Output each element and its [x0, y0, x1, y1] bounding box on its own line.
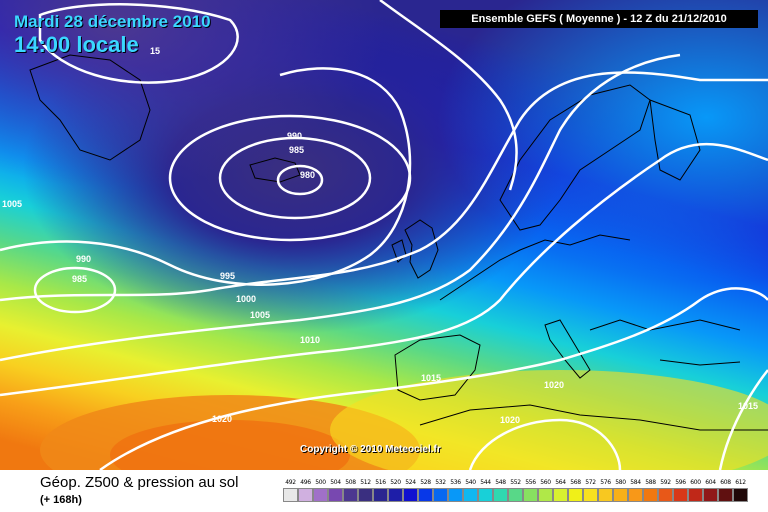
weather-map: 990 985 980 1005 990 985 995 1000 1005 1…	[0, 0, 768, 470]
isobars	[0, 0, 768, 470]
scale-label: 544	[480, 479, 491, 486]
isobar-1005: 1005	[250, 310, 270, 320]
scale-label: 592	[660, 479, 671, 486]
scale-label: 520	[390, 479, 401, 486]
scale-label: 552	[510, 479, 521, 486]
scale-label: 576	[600, 479, 611, 486]
scale-swatch	[313, 488, 328, 502]
scale-swatch	[283, 488, 298, 502]
isobar-985-west: 985	[72, 274, 87, 284]
scale-label: 532	[435, 479, 446, 486]
forecast-range: (+ 168h)	[40, 494, 82, 506]
scale-swatch	[733, 488, 748, 502]
scale-swatch	[298, 488, 313, 502]
scale-label: 540	[465, 479, 476, 486]
scale-label: 496	[300, 479, 311, 486]
scale-label: 524	[405, 479, 416, 486]
scale-swatch	[583, 488, 598, 502]
scale-label: 516	[375, 479, 386, 486]
map-title: Géop. Z500 & pression au sol	[40, 474, 239, 491]
scale-swatch	[508, 488, 523, 502]
scale-label: 608	[720, 479, 731, 486]
scale-label: 492	[285, 479, 296, 486]
scale-label: 600	[690, 479, 701, 486]
scale-swatch	[643, 488, 658, 502]
scale-label: 548	[495, 479, 506, 486]
isobar-1015-east: 1015	[738, 401, 758, 411]
scale-label: 588	[645, 479, 656, 486]
scale-label: 560	[540, 479, 551, 486]
scale-label: 536	[450, 479, 461, 486]
isobar-985-north: 985	[289, 145, 304, 155]
isobar-990-north: 990	[287, 131, 302, 141]
geopotential-field: 990 985 980 1005 990 985 995 1000 1005 1…	[0, 0, 768, 470]
forecast-date: Mardi 28 décembre 2010	[14, 12, 211, 31]
model-run-label: Ensemble GEFS ( Moyenne ) - 12 Z du 21/1…	[440, 10, 758, 28]
isobar-990-west: 990	[76, 254, 91, 264]
scale-label: 564	[555, 479, 566, 486]
scale-label: 568	[570, 479, 581, 486]
isobar-1020-africa: 1020	[500, 415, 520, 425]
scale-swatch	[343, 488, 358, 502]
scale-label: 572	[585, 479, 596, 486]
scale-swatch	[598, 488, 613, 502]
isobar-1010: 1010	[300, 335, 320, 345]
scale-swatch	[718, 488, 733, 502]
scale-swatch	[433, 488, 448, 502]
isobar-995: 995	[220, 271, 235, 281]
scale-swatch	[538, 488, 553, 502]
scale-label: 512	[360, 479, 371, 486]
isobar-1000: 1000	[236, 294, 256, 304]
scale-swatch	[388, 488, 403, 502]
scale-swatch	[658, 488, 673, 502]
isobar-980: 980	[300, 170, 315, 180]
scale-swatch	[463, 488, 478, 502]
scale-label: 504	[330, 479, 341, 486]
copyright-notice: Copyright © 2010 Meteociel.fr	[300, 444, 441, 455]
scale-label: 612	[735, 479, 746, 486]
scale-swatch	[358, 488, 373, 502]
scale-swatch	[553, 488, 568, 502]
scale-swatch	[403, 488, 418, 502]
isobar-labels: 990 985 980 1005 990 985 995 1000 1005 1…	[2, 46, 758, 425]
scale-label: 500	[315, 479, 326, 486]
scale-swatch	[673, 488, 688, 502]
scale-label: 596	[675, 479, 686, 486]
isobar-1020-atlantic: 1020	[212, 414, 232, 424]
coastlines	[29, 54, 768, 431]
scale-label: 556	[525, 479, 536, 486]
scale-swatch	[328, 488, 343, 502]
scale-swatch	[478, 488, 493, 502]
isobar-1020-spain: 1020	[544, 380, 564, 390]
scale-swatch	[628, 488, 643, 502]
legend-footer: Géop. Z500 & pression au sol (+ 168h) 49…	[0, 470, 768, 512]
isobar-1005-west: 1005	[2, 199, 22, 209]
scale-swatch	[613, 488, 628, 502]
scale-label: 508	[345, 479, 356, 486]
scale-swatch	[448, 488, 463, 502]
scale-label: 580	[615, 479, 626, 486]
scale-label: 584	[630, 479, 641, 486]
scale-label: 528	[420, 479, 431, 486]
scale-swatch	[568, 488, 583, 502]
scale-swatch	[418, 488, 433, 502]
isobar-15-top: 15	[150, 46, 160, 56]
scale-swatch	[493, 488, 508, 502]
scale-swatch	[373, 488, 388, 502]
scale-swatch	[688, 488, 703, 502]
local-time: 14:00 locale	[14, 32, 139, 57]
scale-swatch	[703, 488, 718, 502]
color-scale: 492 496 500 504 508 512 516 520 524 528 532 536 540 5…	[283, 479, 748, 507]
scale-label: 604	[705, 479, 716, 486]
isobar-1015: 1015	[421, 373, 441, 383]
scale-swatch	[523, 488, 538, 502]
